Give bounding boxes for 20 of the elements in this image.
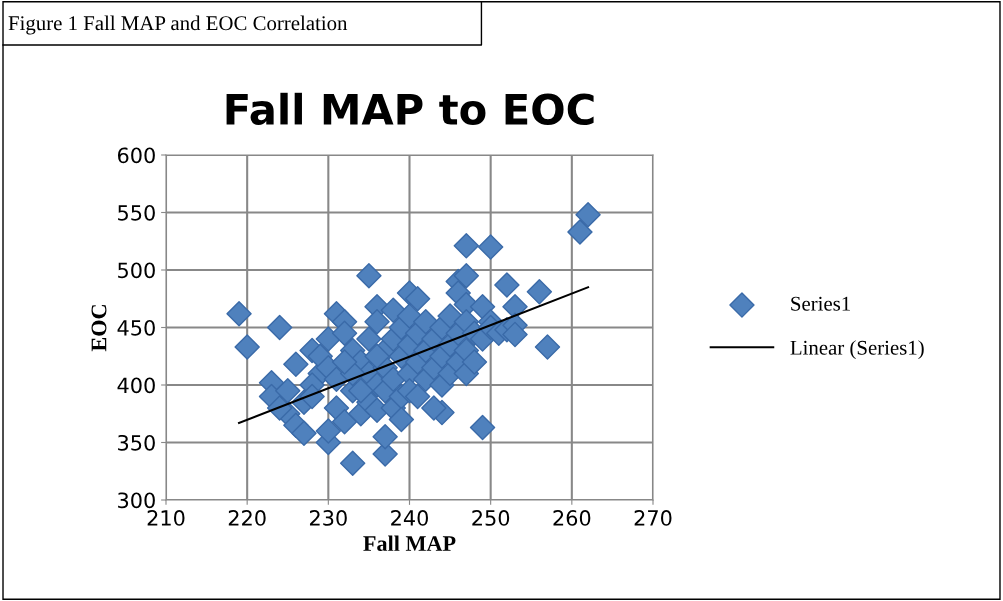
caption: Figure 1 Fall MAP and EOC Correlation xyxy=(8,15,348,35)
x-axis-title: Fall MAP xyxy=(363,535,456,552)
y-tick-label: 350 xyxy=(118,434,155,451)
chart-title: Fall MAP to EOC xyxy=(226,92,594,126)
x-tick-label: 220 xyxy=(228,510,266,526)
x-tick-label: 210 xyxy=(147,510,185,526)
y-axis-title: EOC xyxy=(91,305,107,352)
y-tick-label: 600 xyxy=(117,147,155,164)
y-tick-label: 550 xyxy=(118,204,155,221)
legend-label: Series1 xyxy=(791,296,850,311)
y-tick-label: 300 xyxy=(118,492,155,509)
x-tick-label: 270 xyxy=(634,510,672,526)
legend-label: Linear (Series1) xyxy=(790,340,924,360)
y-tick-label: 400 xyxy=(117,377,155,394)
x-tick-label: 250 xyxy=(472,510,510,526)
x-tick-label: 260 xyxy=(553,510,591,526)
x-tick-label: 230 xyxy=(309,510,347,526)
x-tick-label: 240 xyxy=(391,510,428,526)
y-tick-label: 500 xyxy=(118,262,155,279)
y-tick-label: 450 xyxy=(117,319,155,336)
